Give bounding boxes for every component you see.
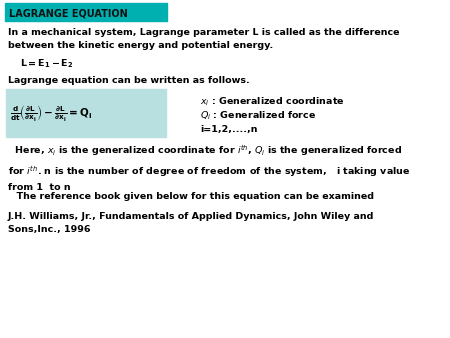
Text: Here, $x_i$ is the generalized coordinate for $i^{th}$, $Q_i$ is the generalized: Here, $x_i$ is the generalized coordinat… [8,143,410,192]
Text: LAGRANGE EQUATION: LAGRANGE EQUATION [9,8,128,18]
Text: The reference book given below for this equation can be examined: The reference book given below for this … [10,192,374,201]
Text: Lagrange equation can be written as follows.: Lagrange equation can be written as foll… [8,76,250,85]
Text: $Q_i$ : Generalized force: $Q_i$ : Generalized force [200,110,316,122]
Text: In a mechanical system, Lagrange parameter L is called as the difference
between: In a mechanical system, Lagrange paramet… [8,28,400,50]
Text: J.H. Williams, Jr., Fundamentals of Applied Dynamics, John Wiley and
Sons,Inc., : J.H. Williams, Jr., Fundamentals of Appl… [8,212,374,234]
FancyBboxPatch shape [5,3,167,21]
Text: $x_i$ : Generalized coordinate: $x_i$ : Generalized coordinate [200,95,345,107]
Text: i=1,2,....,n: i=1,2,....,n [200,125,257,134]
Text: $\mathbf{L = E_{1} - E_{2}}$: $\mathbf{L = E_{1} - E_{2}}$ [20,58,73,71]
FancyBboxPatch shape [6,89,166,137]
Text: $\mathbf{\frac{d}{dt}\left(\frac{\partial L}{\partial x_{i}}\right)-\frac{\parti: $\mathbf{\frac{d}{dt}\left(\frac{\partia… [10,103,92,123]
